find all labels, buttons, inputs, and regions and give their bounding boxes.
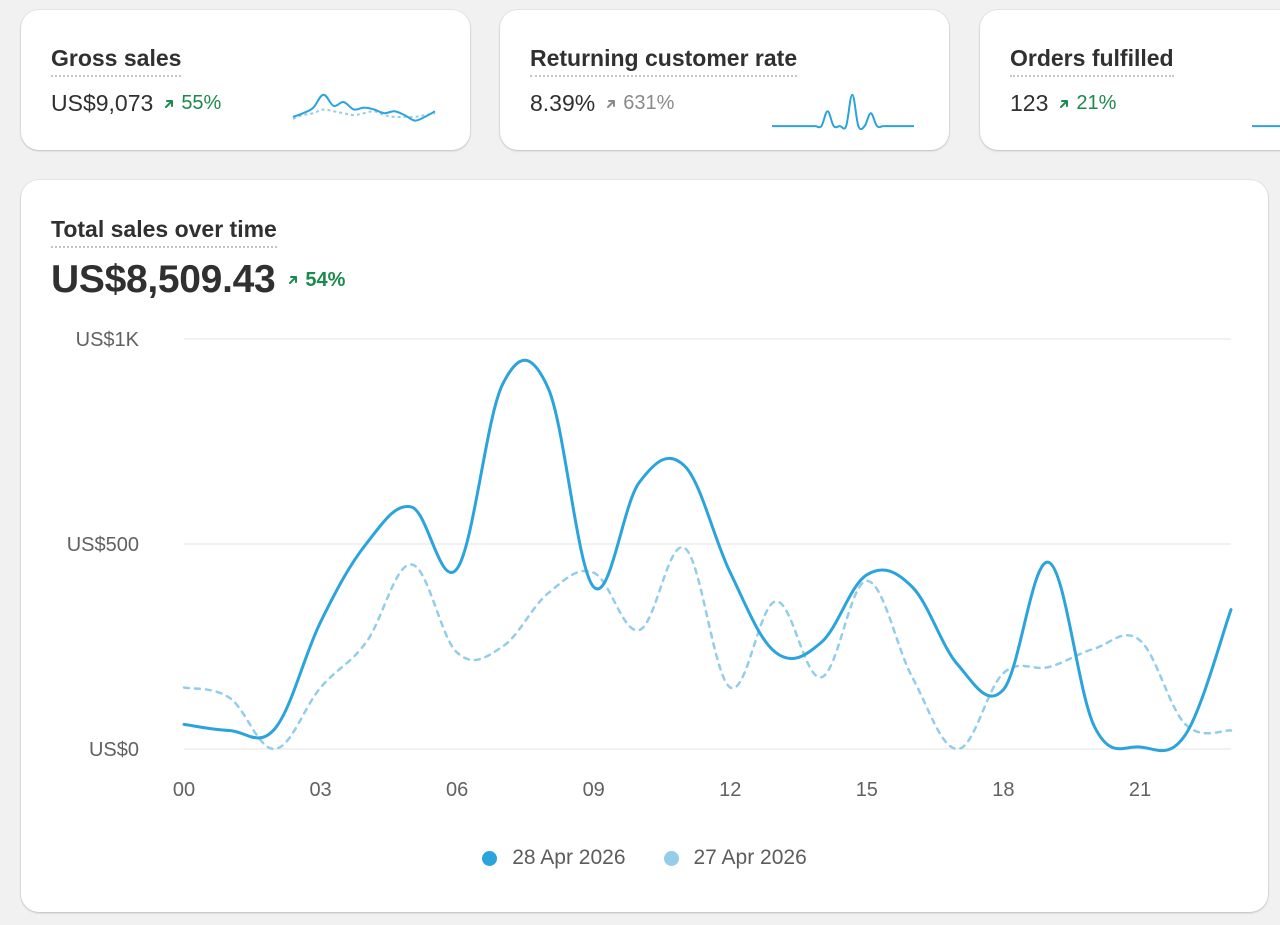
metric-card-gross-sales[interactable]: Gross sales US$9,073 55%	[21, 10, 470, 150]
metric-change: 631%	[605, 92, 674, 115]
metric-change-value: 55%	[181, 92, 222, 114]
x-tick-label: 06	[446, 779, 468, 801]
sparkline-chart	[1251, 125, 1280, 128]
total-sales-change: 54%	[287, 269, 345, 292]
y-tick-label: US$1K	[76, 329, 140, 351]
legend-dot-icon	[663, 850, 679, 866]
metric-title[interactable]: Gross sales	[51, 45, 182, 77]
metric-change-value: 21%	[1076, 92, 1117, 114]
metric-row: US$9,073 55%	[51, 90, 221, 117]
metric-title[interactable]: Orders fulfilled	[1010, 45, 1174, 77]
legend-dot-icon	[482, 850, 498, 866]
metric-value: US$9,073	[51, 90, 154, 116]
metric-value: 8.39%	[530, 90, 596, 116]
metric-card-orders-fulfilled[interactable]: Orders fulfilled 123 21%	[980, 10, 1280, 150]
metric-change: 55%	[163, 92, 221, 115]
y-tick-label: US$0	[89, 739, 139, 761]
main-value-row: US$8,509.43 54%	[51, 258, 345, 302]
sparkline-current-series	[771, 93, 915, 130]
chart-legend: 28 Apr 2026 27 Apr 2026	[21, 846, 1268, 870]
legend-item-previous[interactable]: 27 Apr 2026	[663, 846, 807, 870]
metric-row: 123 21%	[1010, 90, 1116, 117]
chart-title[interactable]: Total sales over time	[51, 216, 277, 248]
arrow-up-right-icon	[165, 99, 174, 108]
sparkline-chart	[771, 93, 915, 130]
x-tick-label: 09	[583, 779, 605, 801]
metric-change: 21%	[1058, 92, 1116, 115]
legend-label: 27 Apr 2026	[693, 846, 807, 869]
metric-row: 8.39% 631%	[530, 90, 674, 117]
sparkline-chart	[292, 93, 436, 122]
series-line-previous[interactable]	[182, 546, 1233, 751]
total-sales-card: Total sales over time US$8,509.43 54% US…	[21, 180, 1268, 912]
total-sales-line-chart[interactable]: US$0 US$500 US$1K 00 03 06 09 12 15 18 21	[21, 180, 1268, 820]
sparkline-current-series	[292, 93, 436, 122]
metric-title[interactable]: Returning customer rate	[530, 45, 798, 77]
series-line-current[interactable]	[182, 358, 1233, 753]
arrow-up-right-icon	[1060, 99, 1069, 108]
y-tick-label: US$500	[67, 534, 139, 556]
total-sales-value: US$8,509.43	[51, 258, 276, 301]
legend-item-current[interactable]: 28 Apr 2026	[482, 846, 626, 870]
x-tick-label: 18	[992, 779, 1014, 801]
legend-label: 28 Apr 2026	[512, 846, 626, 869]
x-tick-label: 12	[719, 779, 741, 801]
x-tick-label: 21	[1129, 779, 1151, 801]
x-tick-label: 03	[309, 779, 331, 801]
x-tick-label: 00	[173, 779, 195, 801]
x-tick-label: 15	[856, 779, 878, 801]
metric-card-returning-customer-rate[interactable]: Returning customer rate 8.39% 631%	[500, 10, 949, 150]
metric-change-value: 631%	[623, 92, 675, 114]
arrow-up-right-icon	[607, 99, 616, 108]
sparkline-previous-series	[292, 108, 436, 120]
arrow-up-right-icon	[289, 276, 298, 284]
metric-value: 123	[1010, 90, 1049, 116]
total-sales-change-value: 54%	[305, 268, 346, 291]
